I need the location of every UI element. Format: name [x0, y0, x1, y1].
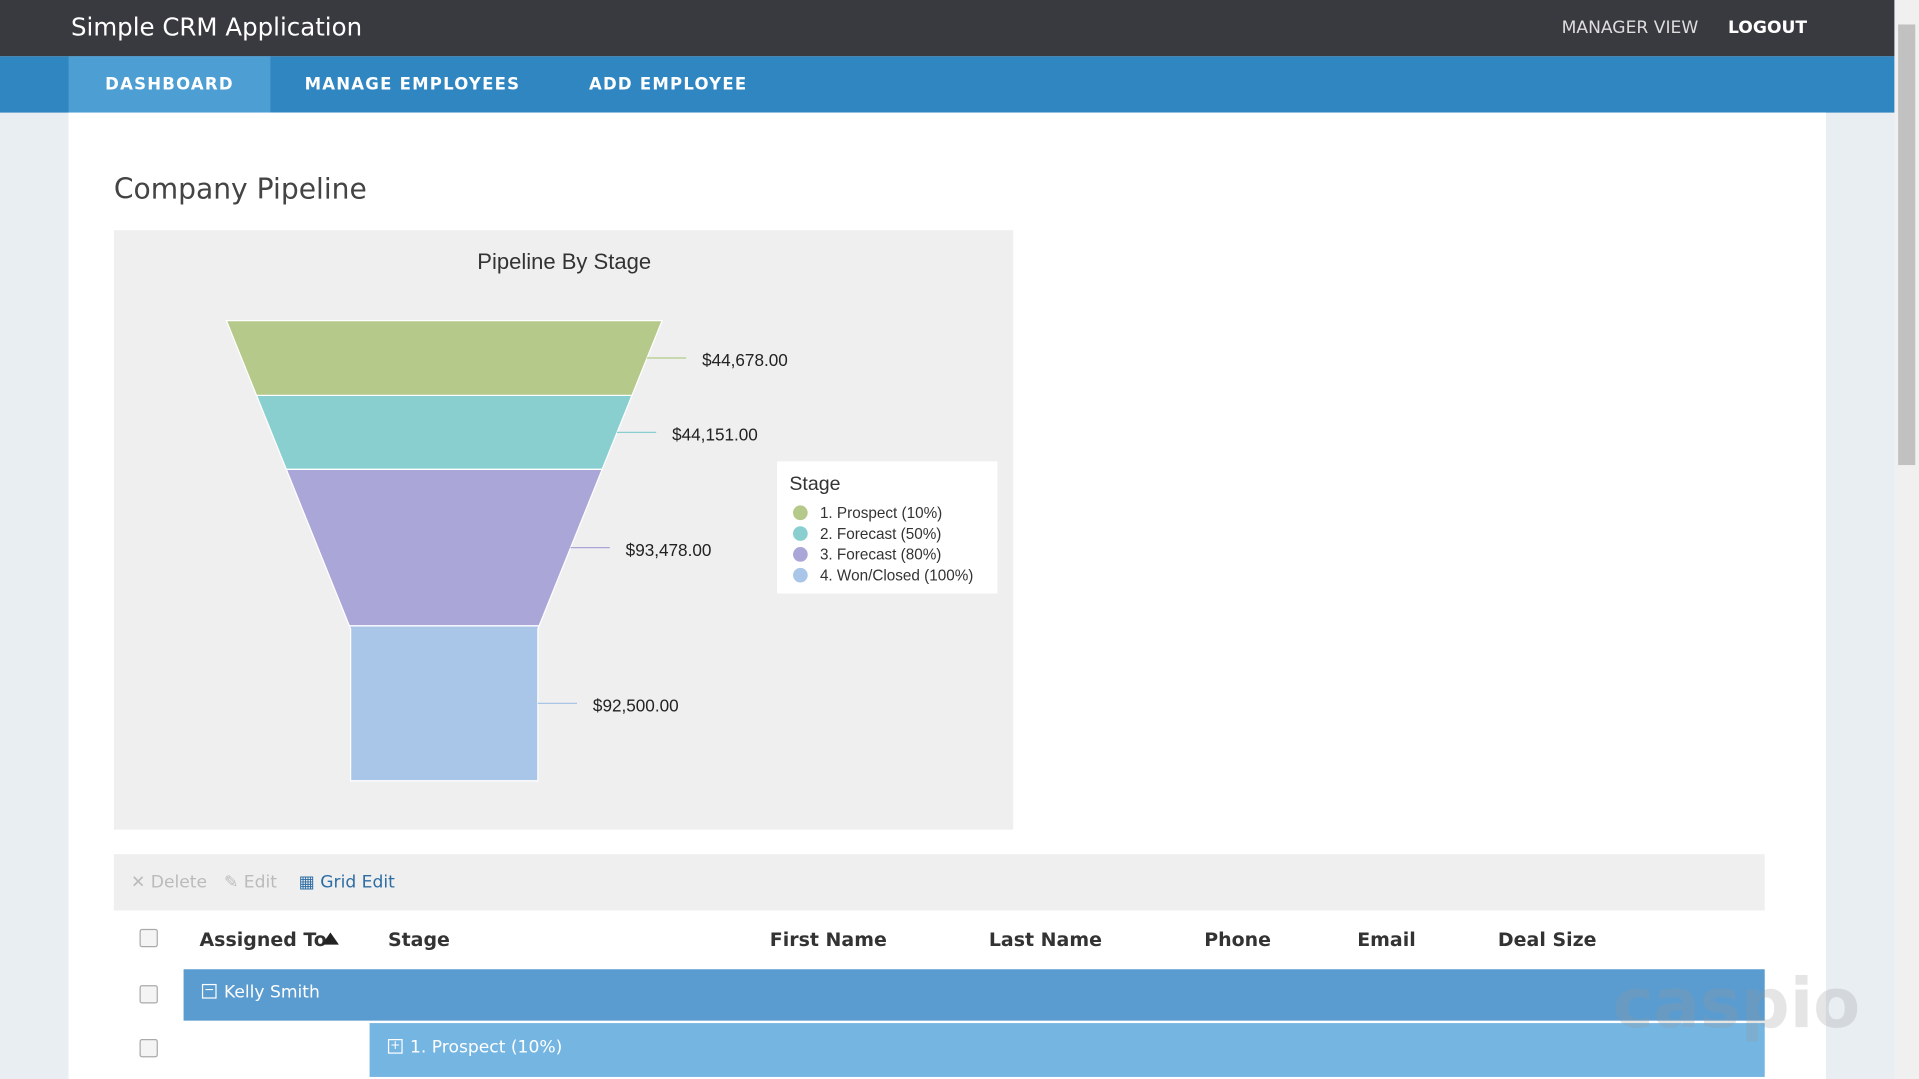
- scrollbar[interactable]: [1894, 0, 1919, 1079]
- data-label: $93,478.00: [626, 540, 712, 560]
- delete-label: Delete: [150, 872, 208, 893]
- tab-manage-employees[interactable]: MANAGE EMPLOYEES: [304, 74, 521, 95]
- scroll-thumb[interactable]: [1898, 24, 1916, 466]
- row-checkbox[interactable]: [139, 985, 158, 1004]
- data-label: $44,151.00: [672, 425, 758, 445]
- legend-marker: [793, 526, 808, 541]
- legend-title: Stage: [789, 473, 840, 495]
- legend-entry: 2. Forecast (50%): [820, 526, 941, 543]
- legend-box: [777, 461, 998, 594]
- column-header[interactable]: First Name: [769, 928, 887, 951]
- chart: Pipeline By Stage $44,678.00 $44,151.00 $9…: [113, 230, 1014, 830]
- funnel-segment: [348, 625, 540, 782]
- grid-edit-button[interactable]: ▦ Grid Edit: [298, 872, 395, 893]
- data-label: $44,678.00: [702, 350, 788, 370]
- column-header[interactable]: Last Name: [988, 928, 1102, 951]
- legend-marker: [793, 567, 808, 583]
- top-bar: Simple CRM Application MANAGER VIEW LOGO…: [0, 0, 1895, 57]
- edit-button[interactable]: ✎ Edit: [223, 872, 277, 893]
- legend-entry: 4. Won/Closed (100%): [820, 567, 973, 584]
- data-label: $92,500.00: [593, 696, 679, 716]
- tab-add-employee[interactable]: ADD EMPLOYEE: [588, 74, 748, 95]
- edit-label: Edit: [243, 872, 277, 893]
- chart-title: Pipeline By Stage: [477, 249, 651, 274]
- sort-arrow: [321, 932, 339, 945]
- group-label: Kelly Smith: [223, 982, 320, 1003]
- column-header[interactable]: Phone: [1204, 928, 1272, 951]
- page-heading: Company Pipeline: [113, 173, 367, 206]
- subgroup-label: 1. Prospect (10%): [409, 1037, 563, 1058]
- legend-marker: [793, 547, 808, 562]
- funnel-segment: [255, 394, 633, 470]
- legend-entry: 1. Prospect (10%): [820, 505, 942, 522]
- grid-toolbar: ✕ Delete ✎ Edit ▦ Grid Edit: [113, 854, 1765, 911]
- collapse-icon[interactable]: −: [201, 983, 217, 999]
- column-header[interactable]: Assigned To: [199, 928, 327, 951]
- legend-marker: [793, 505, 808, 521]
- watermark: caspio: [1612, 964, 1861, 1044]
- delete-button[interactable]: ✕ Delete: [130, 872, 208, 893]
- select-all-checkbox[interactable]: [139, 928, 158, 948]
- manager-view-link[interactable]: MANAGER VIEW: [1561, 18, 1699, 38]
- group-row[interactable]: − Kelly Smith: [183, 969, 1765, 1021]
- legend-entry: 3. Forecast (80%): [820, 547, 941, 564]
- tab-dashboard[interactable]: DASHBOARD: [68, 56, 271, 113]
- column-header[interactable]: Stage: [387, 928, 450, 951]
- logout-link[interactable]: LOGOUT: [1728, 18, 1808, 38]
- column-header[interactable]: Deal Size: [1497, 928, 1597, 951]
- subgroup-row[interactable]: + 1. Prospect (10%): [369, 1023, 1765, 1077]
- row-checkbox[interactable]: [139, 1039, 158, 1058]
- expand-icon[interactable]: +: [387, 1039, 403, 1054]
- nav-bar: DASHBOARD MANAGE EMPLOYEES ADD EMPLOYEE: [0, 56, 1895, 113]
- grid-edit-label: Grid Edit: [320, 872, 395, 893]
- column-header[interactable]: Email: [1357, 928, 1416, 951]
- app-title: Simple CRM Application: [70, 12, 363, 42]
- funnel-segment: [225, 320, 663, 397]
